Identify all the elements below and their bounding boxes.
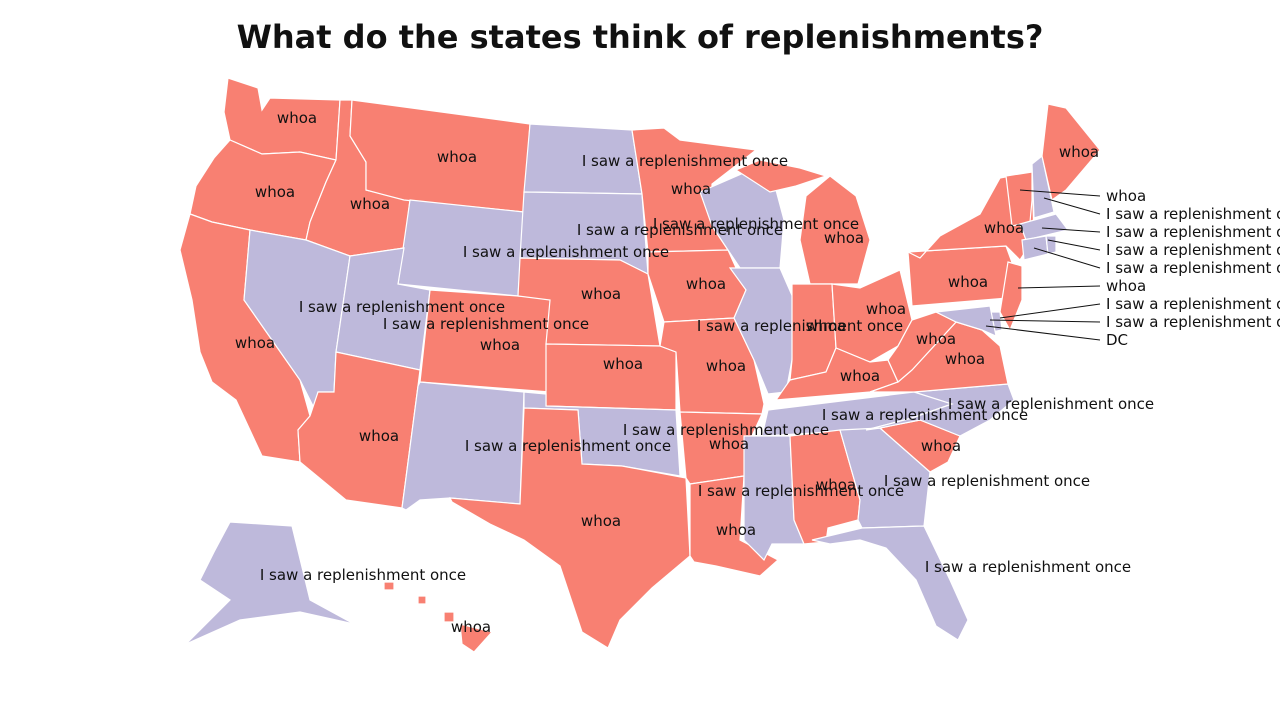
states-layer: [179, 77, 1101, 653]
state-label-ca: whoa: [235, 334, 275, 352]
callout-label: I saw a replenishment once: [1106, 241, 1280, 259]
callout-label: whoa: [1106, 277, 1146, 295]
state-label-tn: I saw a replenishment once: [822, 406, 1028, 424]
state-mi: [734, 159, 871, 285]
state-label-ms: I saw a replenishment once: [698, 482, 904, 500]
callout-label: I saw a replenishment once: [1106, 205, 1280, 223]
state-label-il: I saw a replenishment once: [697, 317, 903, 335]
state-label-ky: whoa: [840, 367, 880, 385]
state-label-or: whoa: [255, 183, 295, 201]
state-hi: [383, 581, 494, 653]
callout-line: [999, 303, 1101, 319]
callout-label: I saw a replenishment once: [1106, 313, 1280, 331]
state-label-hi: whoa: [451, 618, 491, 636]
state-ks: [545, 343, 677, 411]
callout-label: whoa: [1106, 187, 1146, 205]
state-label-la: whoa: [716, 521, 756, 539]
state-label-nd: I saw a replenishment once: [582, 152, 788, 170]
state-label-mo: whoa: [706, 357, 746, 375]
callout-line: [1019, 189, 1101, 197]
state-label-sd: I saw a replenishment once: [577, 221, 783, 239]
callout-label: DC: [1106, 331, 1128, 349]
state-nc: [865, 383, 1015, 437]
state-label-al: whoa: [816, 476, 856, 494]
state-md: [933, 305, 997, 338]
state-az: [297, 351, 421, 509]
state-label-va: whoa: [945, 350, 985, 368]
state-label-oh: whoa: [866, 300, 906, 318]
state-label-fl: I saw a replenishment once: [925, 558, 1131, 576]
state-label-in: whoa: [806, 317, 846, 335]
state-label-mn: whoa: [671, 180, 711, 198]
callout-line: [985, 325, 1101, 341]
state-label-ok: I saw a replenishment once: [623, 421, 829, 439]
callout-line: [1043, 197, 1101, 215]
state-label-mi: whoa: [824, 229, 864, 247]
callout-line: [989, 319, 1101, 323]
state-label-ar: whoa: [709, 435, 749, 453]
state-label-ks: whoa: [603, 355, 643, 373]
state-label-ny: whoa: [984, 219, 1024, 237]
state-label-tx: whoa: [581, 512, 621, 530]
state-label-az: whoa: [359, 427, 399, 445]
callout-line: [1041, 227, 1101, 233]
state-label-nm: I saw a replenishment once: [465, 437, 671, 455]
state-label-ne: whoa: [581, 285, 621, 303]
state-label-wv: whoa: [916, 330, 956, 348]
state-label-mt: whoa: [437, 148, 477, 166]
state-label-ak: I saw a replenishment once: [260, 566, 466, 584]
state-label-ia: whoa: [686, 275, 726, 293]
state-label-wa: whoa: [277, 109, 317, 127]
map-title: What do the states think of replenishmen…: [236, 18, 1044, 56]
state-label-nc: I saw a replenishment once: [948, 395, 1154, 413]
state-fl: [811, 525, 969, 641]
callout-label: I saw a replenishment once: [1106, 259, 1280, 277]
callout-line: [1047, 239, 1101, 251]
state-label-me: whoa: [1059, 143, 1099, 161]
callout-line: [1017, 285, 1101, 289]
state-label-wy: I saw a replenishment once: [463, 243, 669, 261]
state-label-ut: I saw a replenishment once: [383, 315, 589, 333]
state-label-co: whoa: [480, 336, 520, 354]
state-label-pa: whoa: [948, 273, 988, 291]
state-label-nv: I saw a replenishment once: [299, 298, 505, 316]
state-nj: [999, 261, 1023, 332]
callout-label: I saw a replenishment once: [1106, 223, 1280, 241]
state-label-ga: I saw a replenishment once: [884, 472, 1090, 490]
state-il: [728, 267, 795, 395]
state-label-sc: whoa: [921, 437, 961, 455]
state-label-wi: I saw a replenishment once: [653, 215, 859, 233]
state-ak: [185, 521, 355, 645]
state-vt: [1005, 171, 1033, 227]
state-ri: [1045, 235, 1057, 255]
state-nh: [1031, 154, 1055, 219]
callout-label: I saw a replenishment once: [1106, 295, 1280, 313]
state-label-id: whoa: [350, 195, 390, 213]
callout-line: [1033, 247, 1101, 269]
state-tx: [448, 407, 691, 649]
